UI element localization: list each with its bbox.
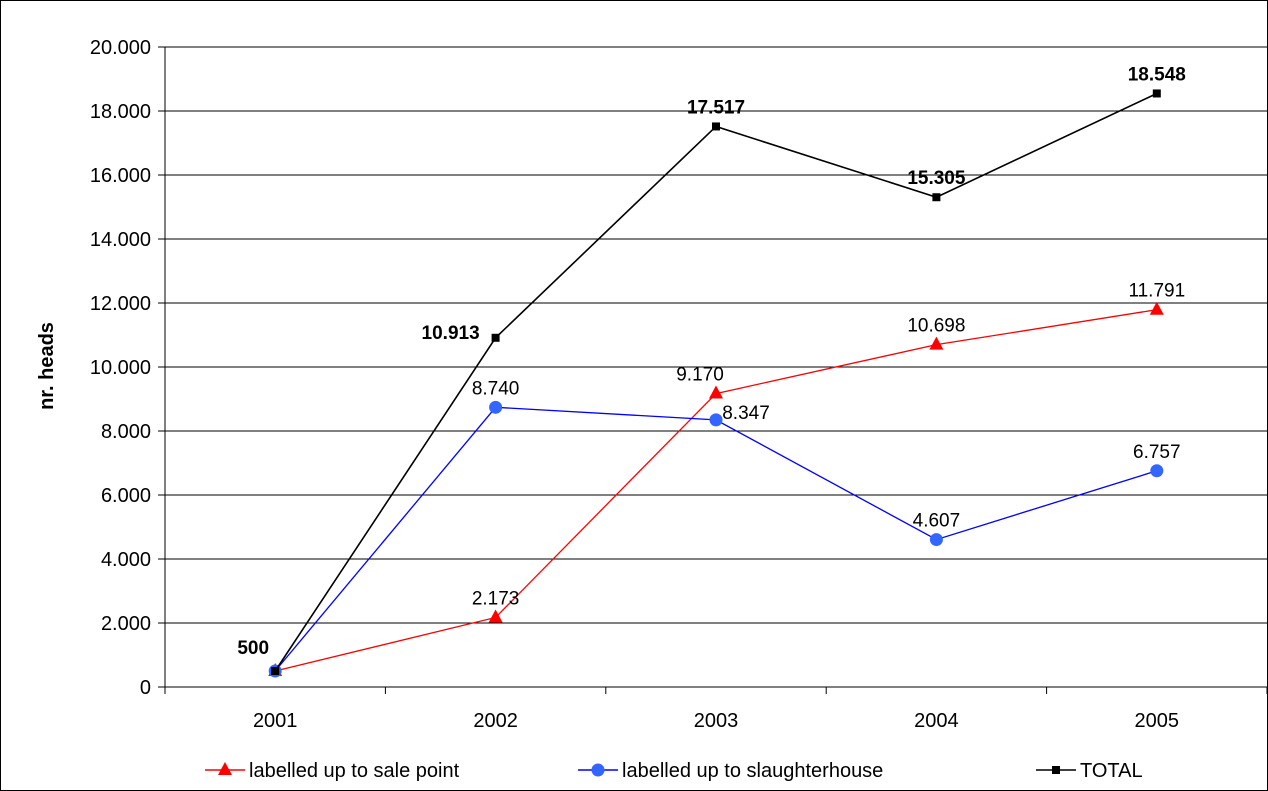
data-label: 500 bbox=[237, 638, 269, 659]
data-label: 4.607 bbox=[913, 511, 961, 532]
series-line bbox=[274, 406, 1157, 672]
y-tick-label: 12.000 bbox=[90, 293, 151, 315]
triangle-marker bbox=[218, 762, 232, 775]
legend-item: labelled up to sale point bbox=[205, 760, 460, 782]
x-tick-label: 2001 bbox=[253, 710, 298, 732]
x-tick-label: 2005 bbox=[1135, 710, 1180, 732]
x-tick-labels: 2001 2002 2003 2004 2005 bbox=[253, 710, 1179, 732]
y-tick-label: 4.000 bbox=[101, 549, 151, 571]
legend: labelled up to sale point labelled up to … bbox=[205, 760, 1143, 782]
square-marker bbox=[1052, 766, 1060, 774]
circle-marker bbox=[1150, 464, 1164, 478]
legend-item: TOTAL bbox=[1036, 760, 1143, 782]
data-label: 15.305 bbox=[907, 168, 966, 189]
data-label: 17.517 bbox=[687, 97, 745, 118]
y-tick-label: 6.000 bbox=[101, 485, 151, 507]
x-tick-label: 2004 bbox=[914, 710, 959, 732]
y-tick-label: 18.000 bbox=[90, 101, 151, 123]
y-tick-label: 8.000 bbox=[101, 421, 151, 443]
square-marker bbox=[1152, 89, 1161, 98]
x-tick-label: 2003 bbox=[694, 710, 739, 732]
square-marker bbox=[491, 333, 500, 342]
series-group: 2.173 9.170 10.698 11.791 8.740 8.347 4.607 6.7… bbox=[237, 64, 1186, 678]
y-tick-label: 16.000 bbox=[90, 165, 151, 187]
data-label: 10.913 bbox=[422, 323, 480, 344]
y-tick-label: 2.000 bbox=[101, 613, 151, 635]
data-label: 10.698 bbox=[907, 316, 965, 337]
circle-marker bbox=[709, 413, 723, 427]
data-label: 2.173 bbox=[472, 588, 520, 609]
square-marker bbox=[271, 667, 280, 675]
data-label: 8.347 bbox=[722, 403, 770, 424]
circle-marker bbox=[929, 533, 943, 547]
data-label: 11.791 bbox=[1128, 281, 1185, 302]
legend-item: labelled up to slaughterhouse bbox=[578, 760, 883, 782]
y-tick-label: 20.000 bbox=[90, 37, 151, 59]
y-tick-label: 10.000 bbox=[90, 357, 151, 379]
triangle-marker bbox=[929, 336, 944, 350]
square-marker bbox=[712, 122, 720, 131]
series-total: 500 10.913 17.517 15.305 18.548 bbox=[237, 64, 1186, 675]
triangle-marker bbox=[1149, 301, 1164, 315]
data-label: 9.170 bbox=[676, 365, 724, 386]
y-axis-title: nr. heads bbox=[36, 322, 58, 410]
data-label: 18.548 bbox=[1128, 64, 1186, 85]
y-tick-label: 0 bbox=[140, 677, 151, 699]
circle-marker bbox=[489, 400, 503, 414]
data-label: 8.740 bbox=[472, 378, 520, 399]
y-tick-label: 14.000 bbox=[90, 229, 151, 251]
triangle-marker bbox=[488, 609, 503, 623]
square-marker bbox=[932, 193, 941, 202]
triangle-marker bbox=[709, 385, 723, 399]
series-labelled-up-to-sale-point: 2.173 9.170 10.698 11.791 bbox=[268, 281, 1185, 676]
y-tick-labels: 0 2.000 4.000 6.000 8.000 10.000 12.000 14.000 1… bbox=[90, 37, 151, 699]
legend-label: labelled up to sale point bbox=[249, 760, 460, 782]
gridlines bbox=[158, 46, 1267, 688]
data-label: 6.757 bbox=[1133, 442, 1181, 463]
legend-label: labelled up to slaughterhouse bbox=[622, 760, 883, 782]
legend-label: TOTAL bbox=[1080, 760, 1143, 782]
axes bbox=[164, 47, 1268, 694]
series-labelled-up-to-slaughterhouse: 8.740 8.347 4.607 6.757 bbox=[268, 378, 1181, 678]
x-tick-label: 2002 bbox=[473, 710, 518, 732]
circle-marker bbox=[591, 763, 605, 777]
